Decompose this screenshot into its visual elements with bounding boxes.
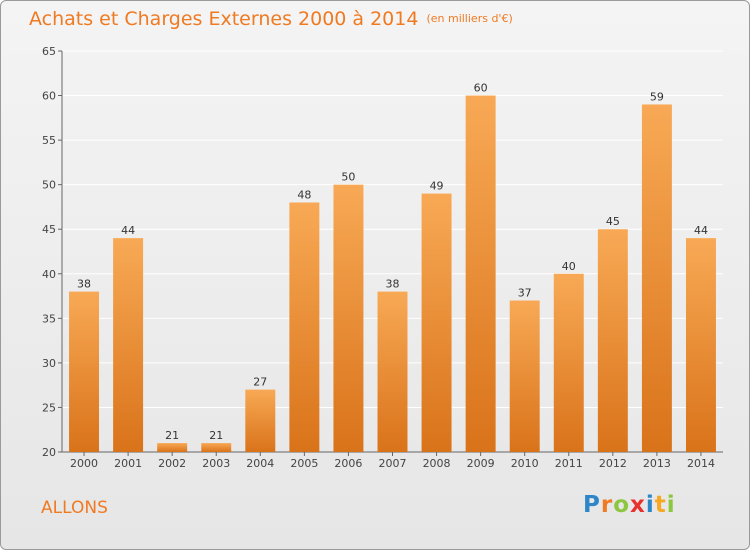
x-tick-label: 2002 [158,457,186,470]
bar-value-label: 45 [606,215,620,228]
y-tick-label: 40 [42,268,56,281]
bar-value-label: 44 [694,224,708,237]
bar-value-label: 50 [341,171,355,184]
chart-title-line: Achats et Charges Externes 2000 à 2014 (e… [29,8,513,30]
bar [201,443,232,452]
y-tick-label: 30 [42,357,56,370]
bar [333,184,364,452]
chart-title: Achats et Charges Externes 2000 à 2014 [29,8,419,30]
bar [157,443,188,452]
x-tick-label: 2004 [246,457,274,470]
y-tick-label: 50 [42,179,56,192]
x-tick-label: 2009 [467,457,495,470]
bar [377,291,408,452]
x-tick-label: 2010 [511,457,539,470]
logo-letter: r [600,492,614,518]
x-tick-label: 2000 [70,457,98,470]
x-tick-label: 2012 [599,457,627,470]
bar-value-label: 27 [253,376,267,389]
x-tick-label: 2013 [643,457,671,470]
logo-letter: t [654,492,667,518]
x-tick-label: 2014 [687,457,715,470]
proxiti-logo: Proxiti [583,492,693,522]
x-tick-label: 2008 [423,457,451,470]
location-label: ALLONS [41,498,108,518]
x-tick-label: 2001 [114,457,142,470]
bar-value-label: 59 [650,90,664,103]
logo-letter: x [630,492,646,518]
bar [245,389,276,452]
y-tick-label: 20 [42,446,56,459]
x-tick-label: 2007 [379,457,407,470]
bar [113,238,144,452]
bar-value-label: 37 [518,287,532,300]
bar [685,238,716,452]
x-tick-label: 2011 [555,457,583,470]
x-tick-label: 2006 [334,457,362,470]
bar [597,229,628,452]
bar-value-label: 21 [165,429,179,442]
y-tick-label: 60 [42,90,56,103]
bar-value-label: 38 [386,278,400,291]
bar [421,193,452,453]
x-tick-label: 2003 [202,457,230,470]
chart-unit: (en milliers d'€) [426,12,513,25]
y-tick-label: 55 [42,134,56,147]
logo-letter: P [583,492,601,518]
logo-letter: i [666,492,676,518]
y-tick-label: 45 [42,223,56,236]
bar [69,291,100,452]
logo-letter: o [613,492,631,518]
bar [553,273,584,452]
bar-value-label: 21 [209,429,223,442]
y-tick-label: 25 [42,401,56,414]
y-tick-label: 65 [42,45,56,58]
bar-value-label: 48 [297,188,311,201]
bar [641,104,672,452]
x-tick-label: 2005 [290,457,318,470]
bar-value-label: 38 [77,278,91,291]
bar-value-label: 49 [430,180,444,193]
bar-value-label: 60 [474,82,488,95]
bar-value-label: 40 [562,260,576,273]
bar-value-label: 44 [121,224,135,237]
bar [465,95,496,453]
logo-letter: i [645,492,655,518]
bar [289,202,320,452]
bar [509,300,540,452]
y-tick-label: 35 [42,312,56,325]
